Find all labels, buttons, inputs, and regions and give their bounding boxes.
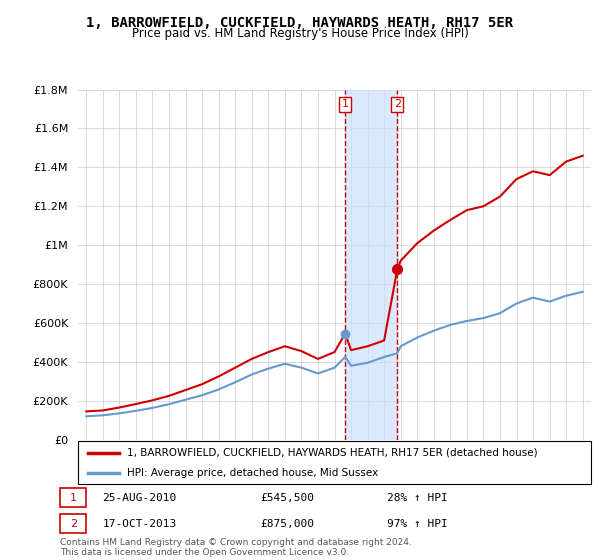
FancyBboxPatch shape xyxy=(60,488,86,507)
Text: £875,000: £875,000 xyxy=(260,519,314,529)
Text: 2: 2 xyxy=(70,519,77,529)
FancyBboxPatch shape xyxy=(78,441,591,484)
Text: Price paid vs. HM Land Registry's House Price Index (HPI): Price paid vs. HM Land Registry's House … xyxy=(131,27,469,40)
FancyBboxPatch shape xyxy=(60,514,86,533)
Text: 1: 1 xyxy=(70,493,77,503)
Text: HPI: Average price, detached house, Mid Sussex: HPI: Average price, detached house, Mid … xyxy=(127,468,378,478)
Text: 28% ↑ HPI: 28% ↑ HPI xyxy=(388,493,448,503)
Text: Contains HM Land Registry data © Crown copyright and database right 2024.
This d: Contains HM Land Registry data © Crown c… xyxy=(60,538,412,557)
Text: 17-OCT-2013: 17-OCT-2013 xyxy=(102,519,176,529)
Text: 25-AUG-2010: 25-AUG-2010 xyxy=(102,493,176,503)
Text: 97% ↑ HPI: 97% ↑ HPI xyxy=(388,519,448,529)
Text: 1, BARROWFIELD, CUCKFIELD, HAYWARDS HEATH, RH17 5ER: 1, BARROWFIELD, CUCKFIELD, HAYWARDS HEAT… xyxy=(86,16,514,30)
Bar xyxy=(345,90,397,440)
Text: 1: 1 xyxy=(341,99,349,109)
Text: 2: 2 xyxy=(394,99,401,109)
Text: £545,500: £545,500 xyxy=(260,493,314,503)
Text: 1, BARROWFIELD, CUCKFIELD, HAYWARDS HEATH, RH17 5ER (detached house): 1, BARROWFIELD, CUCKFIELD, HAYWARDS HEAT… xyxy=(127,447,538,458)
